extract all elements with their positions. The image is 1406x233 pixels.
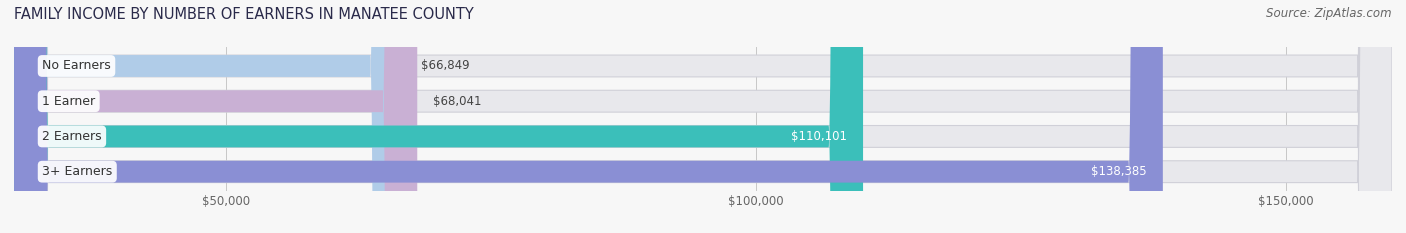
- Text: 3+ Earners: 3+ Earners: [42, 165, 112, 178]
- Text: No Earners: No Earners: [42, 59, 111, 72]
- FancyBboxPatch shape: [14, 0, 1392, 233]
- Text: 1 Earner: 1 Earner: [42, 95, 96, 108]
- Text: $68,041: $68,041: [433, 95, 482, 108]
- Text: $110,101: $110,101: [792, 130, 848, 143]
- Text: 2 Earners: 2 Earners: [42, 130, 101, 143]
- FancyBboxPatch shape: [14, 0, 1392, 233]
- Text: $138,385: $138,385: [1091, 165, 1147, 178]
- FancyBboxPatch shape: [14, 0, 418, 233]
- Text: FAMILY INCOME BY NUMBER OF EARNERS IN MANATEE COUNTY: FAMILY INCOME BY NUMBER OF EARNERS IN MA…: [14, 7, 474, 22]
- Text: Source: ZipAtlas.com: Source: ZipAtlas.com: [1267, 7, 1392, 20]
- Text: $66,849: $66,849: [420, 59, 470, 72]
- FancyBboxPatch shape: [14, 0, 405, 233]
- FancyBboxPatch shape: [14, 0, 1392, 233]
- FancyBboxPatch shape: [14, 0, 1392, 233]
- FancyBboxPatch shape: [14, 0, 863, 233]
- FancyBboxPatch shape: [14, 0, 1163, 233]
